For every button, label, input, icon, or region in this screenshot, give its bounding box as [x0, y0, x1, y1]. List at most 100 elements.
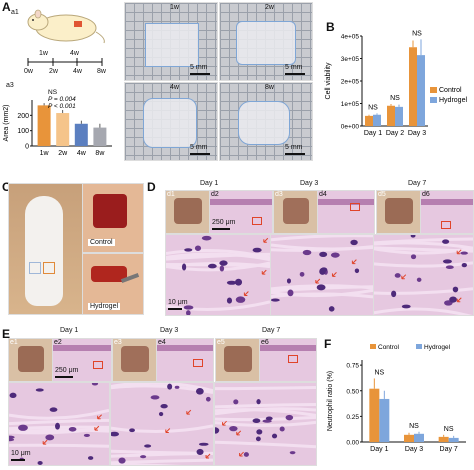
- scale-bar-4w: [190, 153, 210, 155]
- f-legend-label-control: Control: [378, 344, 400, 351]
- cell-nucleus: [38, 461, 43, 465]
- e-sub-e2: e2: [54, 339, 62, 346]
- f-legend-swatch-hydrogel: [416, 344, 422, 349]
- a3-xtick-2w: 2w: [58, 150, 68, 157]
- cell-nucleus: [227, 281, 236, 285]
- f-bar-hydrogel-1: [414, 434, 424, 442]
- collagen-fiber: [271, 236, 373, 240]
- timeline-tick-2w: 2w: [49, 68, 58, 75]
- timeline-tick-0w: 0w: [24, 68, 33, 75]
- cell-nucleus: [233, 399, 238, 404]
- cell-nucleus: [462, 263, 467, 267]
- a3-bar-4w: [75, 124, 88, 146]
- cell-nucleus: [402, 305, 411, 309]
- cell-nucleus: [220, 266, 224, 272]
- cell-nucleus: [317, 284, 326, 290]
- collagen-fiber: [215, 442, 316, 446]
- cell-nucleus: [144, 444, 151, 447]
- e-sub-e4: e4: [158, 339, 166, 346]
- cell-nucleus: [355, 268, 359, 273]
- cell-nucleus: [195, 245, 201, 251]
- neutrophil-arrow-icon: [352, 260, 356, 264]
- neutrophil-arrow-icon: [237, 431, 241, 435]
- histology-texture: [271, 235, 373, 315]
- b-xtick-0: Day 1: [364, 130, 382, 137]
- b-ytick-label-3: 3e+05: [341, 56, 360, 63]
- cell-nucleus: [411, 235, 416, 238]
- b-bar-hydrogel-0: [373, 115, 381, 126]
- d-sub-d6: d6: [422, 191, 430, 198]
- f-xtick-0: Day 1: [370, 446, 388, 453]
- b-legend-label-hydrogel: Hydrogel: [439, 97, 467, 104]
- e-day3: Day 3: [160, 327, 178, 334]
- b-legend-swatch-hydrogel: [430, 97, 437, 103]
- f-bar-control-1: [404, 435, 414, 442]
- scale-bar-2w: [285, 73, 305, 75]
- cell-nucleus: [69, 427, 77, 432]
- neutrophil-arrow-icon: [244, 292, 248, 296]
- cell-nucleus: [443, 259, 452, 263]
- collagen-fiber: [374, 263, 473, 266]
- e-day7-high-mag: [214, 382, 317, 466]
- timeline-top-tick-4w: 4w: [70, 50, 79, 57]
- a3-xtick-1w: 1w: [40, 150, 50, 157]
- cell-nucleus: [18, 425, 28, 431]
- cell-nucleus: [253, 248, 262, 253]
- photo-label-8w: 8w: [265, 84, 274, 91]
- cell-nucleus: [446, 265, 454, 269]
- b-annotation-2: NS: [412, 30, 422, 37]
- collagen-fiber: [215, 405, 316, 407]
- cell-nucleus: [244, 452, 249, 457]
- neutrophil-arrow-icon: [262, 270, 266, 274]
- cell-nucleus: [286, 415, 294, 420]
- f-xtick-1: Day 3: [405, 446, 423, 453]
- b-ytick-label-2: 2e+05: [341, 79, 360, 86]
- cell-nucleus: [160, 404, 167, 408]
- scale-label-4w: 5 mm: [190, 144, 208, 151]
- d-day3-high-mag: [270, 234, 374, 316]
- a3-ytick-label-2: 200: [17, 113, 29, 120]
- d-day7: Day 7: [408, 180, 426, 187]
- histology-texture: [215, 383, 316, 465]
- a3-bar-1w: [38, 105, 51, 146]
- b-ylabel: Cell viability: [325, 62, 332, 99]
- panel-label-d: D: [147, 180, 156, 194]
- b-bar-control-2: [409, 47, 417, 126]
- control-label: Control: [88, 239, 115, 246]
- e-sub-e6: e6: [261, 339, 269, 346]
- cell-nucleus: [140, 455, 146, 458]
- scale-label-2w: 5 mm: [285, 64, 303, 71]
- f-ytick-label-0: 0.00: [346, 440, 359, 447]
- cell-nucleus: [186, 310, 191, 315]
- d-sub-d4: d4: [319, 191, 327, 198]
- e-scale-low: 250 μm: [55, 367, 79, 374]
- collagen-fiber: [215, 422, 316, 425]
- cell-nucleus: [280, 427, 285, 432]
- cell-nucleus: [55, 423, 60, 430]
- cell-nucleus: [331, 252, 340, 257]
- neutrophil-arrow-icon: [402, 275, 406, 279]
- e-day3-high-mag: [110, 382, 214, 466]
- a3-xtick-4w: 4w: [77, 150, 87, 157]
- cell-nucleus: [84, 434, 90, 437]
- cell-nucleus: [442, 239, 449, 244]
- collagen-fiber: [9, 420, 109, 423]
- cell-nucleus: [460, 252, 467, 255]
- collagen-fiber: [215, 387, 316, 388]
- b-annotation-0: NS: [368, 104, 378, 111]
- photo-label-1w: 1w: [170, 4, 179, 11]
- f-bar-control-2: [439, 437, 449, 442]
- cell-nucleus: [391, 291, 396, 298]
- cell-nucleus: [287, 278, 291, 283]
- f-annotation-2: NS: [444, 426, 454, 433]
- f-bar-hydrogel-2: [449, 438, 459, 442]
- cell-nucleus: [266, 417, 273, 421]
- neutrophil-arrow-icon: [187, 410, 191, 414]
- neutrophil-arrow-icon: [316, 279, 320, 283]
- cell-nucleus: [449, 297, 457, 303]
- cell-nucleus: [253, 418, 261, 423]
- e-sub-e1: e1: [10, 339, 18, 346]
- collagen-fiber: [374, 309, 473, 315]
- histology-texture: [111, 383, 213, 465]
